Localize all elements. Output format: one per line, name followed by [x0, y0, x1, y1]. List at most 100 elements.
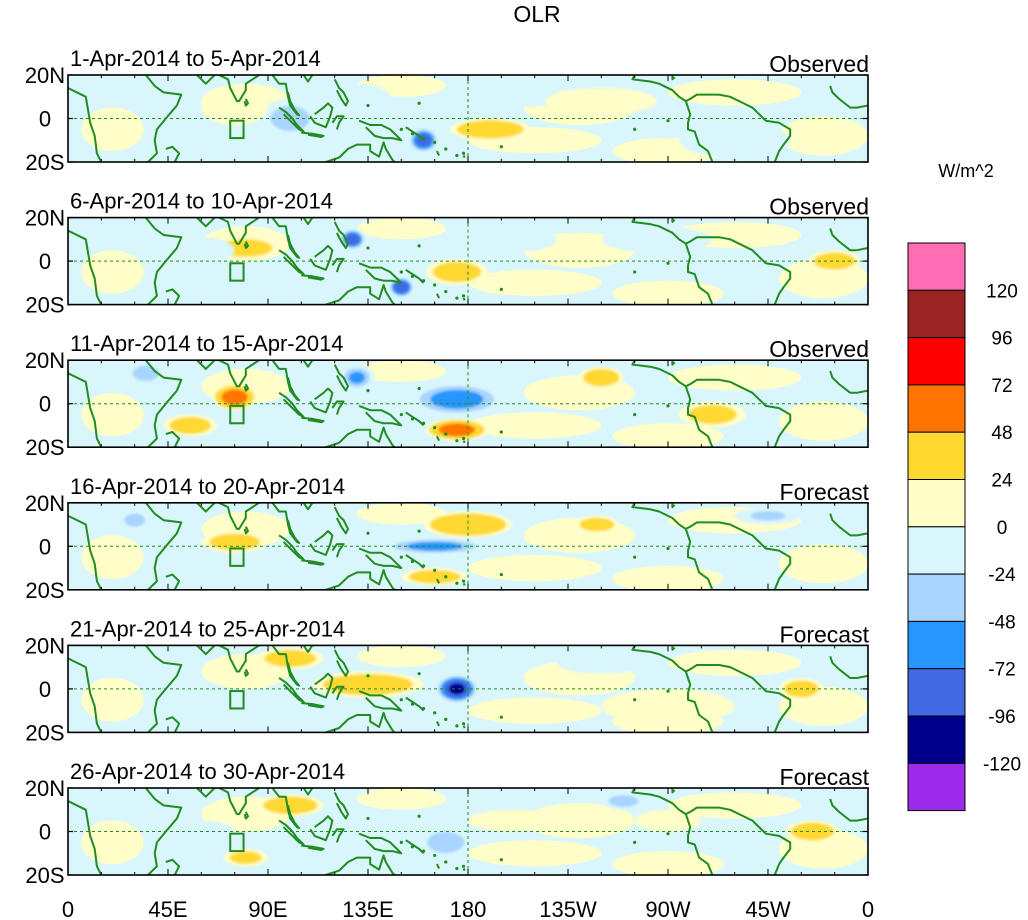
weak-anomaly-patch	[468, 697, 602, 724]
coastline	[196, 502, 216, 513]
panel: 20N 0 20S 11-Apr-2014 to 15-Apr-2014 Observe…	[25, 331, 869, 460]
coastline	[405, 268, 425, 284]
island-marker	[433, 853, 437, 858]
positive-anomaly	[808, 250, 862, 272]
coastline	[301, 844, 325, 851]
coastline	[301, 702, 325, 709]
island-marker	[417, 529, 421, 533]
island-marker	[421, 564, 426, 568]
coastline	[671, 788, 676, 794]
island-marker	[417, 672, 421, 676]
coastline	[302, 788, 314, 796]
coastline	[331, 400, 345, 415]
contour-level	[394, 281, 409, 294]
weak-anomaly-patch	[668, 649, 802, 676]
colorbar-level-label: -24	[988, 565, 1016, 586]
island-marker	[455, 581, 459, 585]
coastlines	[68, 75, 868, 162]
y-tick-label: 20N	[25, 63, 65, 88]
y-tick-label: 0	[39, 107, 51, 132]
contour-level	[579, 517, 615, 532]
island-marker	[366, 531, 370, 535]
colorbar-swatch	[907, 289, 966, 339]
island-marker	[461, 579, 466, 583]
x-axis: 0 45E 90E 135E 180 135W 90W 45W 0	[62, 897, 874, 920]
coastline	[829, 85, 868, 109]
coastline	[333, 649, 349, 677]
negative-anomaly	[419, 827, 473, 858]
weak-anomaly-patch	[356, 788, 446, 810]
island-marker	[444, 717, 448, 721]
coastline	[436, 150, 440, 156]
coastline	[68, 372, 103, 448]
y-tick-label: 20S	[25, 293, 64, 318]
coastline	[302, 217, 314, 226]
coastline	[165, 858, 181, 875]
weak-anomaly-patch	[81, 820, 144, 865]
panel: 20N 0 20S 16-Apr-2014 to 20-Apr-2014 Forecas…	[25, 474, 870, 603]
coastline	[309, 530, 334, 556]
positive-anomaly	[545, 88, 657, 115]
coastline	[196, 75, 216, 85]
negative-anomaly	[334, 814, 424, 841]
island-marker	[433, 140, 437, 145]
coastline	[331, 115, 345, 130]
colorbar-swatch	[907, 431, 966, 481]
panel-date-label: 21-Apr-2014 to 25-Apr-2014	[70, 616, 345, 641]
island-marker	[633, 412, 637, 417]
panel: 20N 0 20S 1-Apr-2014 to 5-Apr-2014 Observed	[25, 46, 869, 175]
contour-level	[175, 240, 228, 261]
colorbar-swatch	[907, 384, 966, 433]
x-tick-label: 45W	[745, 897, 790, 920]
coastline	[145, 217, 183, 305]
island-marker	[366, 816, 370, 821]
coastline	[323, 426, 396, 448]
region-box	[229, 547, 245, 567]
positive-anomaly	[601, 688, 735, 724]
colorbar-level-label: -48	[988, 612, 1015, 633]
island-marker	[421, 279, 426, 283]
weak-anomaly-patch	[668, 792, 802, 819]
coastline	[145, 75, 183, 162]
island-marker	[417, 244, 421, 248]
negative-anomaly	[601, 226, 713, 253]
coastline	[218, 217, 260, 245]
coastline	[243, 811, 249, 820]
coastline	[271, 360, 301, 402]
coastline	[436, 721, 440, 727]
island-marker	[666, 832, 670, 836]
island-marker	[444, 860, 448, 864]
panel: 20N 0 20S 6-Apr-2014 to 10-Apr-2014 Observed	[25, 189, 869, 318]
island-marker	[399, 840, 403, 844]
island-marker	[633, 840, 637, 844]
coastline	[462, 297, 466, 301]
contour-level	[209, 533, 260, 551]
contour-level	[468, 809, 557, 832]
coastline	[278, 106, 305, 133]
weak-anomaly-patch	[81, 107, 144, 152]
weak-anomaly-patch	[468, 269, 602, 296]
island-marker	[633, 127, 637, 131]
positive-anomaly	[634, 809, 702, 832]
coastline	[271, 75, 301, 117]
coastline	[829, 370, 868, 394]
contour-level	[814, 252, 856, 270]
island-marker	[455, 439, 459, 443]
negative-anomaly	[256, 401, 324, 428]
y-tick-label: 20N	[25, 776, 65, 801]
y-tick-label: 20N	[25, 348, 65, 373]
contour-level	[348, 371, 365, 384]
coastlines	[68, 502, 868, 590]
coastline	[333, 791, 349, 820]
island-marker	[417, 386, 421, 391]
island-marker	[399, 127, 403, 131]
coastline	[358, 404, 403, 427]
colorbar: W/m^2 120 96 72 48 24 0 -24 -48 -72 -96 -120	[907, 161, 1021, 812]
contour-level	[229, 851, 262, 864]
coastline	[218, 502, 260, 530]
island-marker	[461, 722, 466, 726]
coastline	[331, 257, 345, 273]
contour-level	[565, 653, 638, 672]
negative-anomaly	[388, 276, 415, 299]
island-marker	[461, 864, 466, 868]
